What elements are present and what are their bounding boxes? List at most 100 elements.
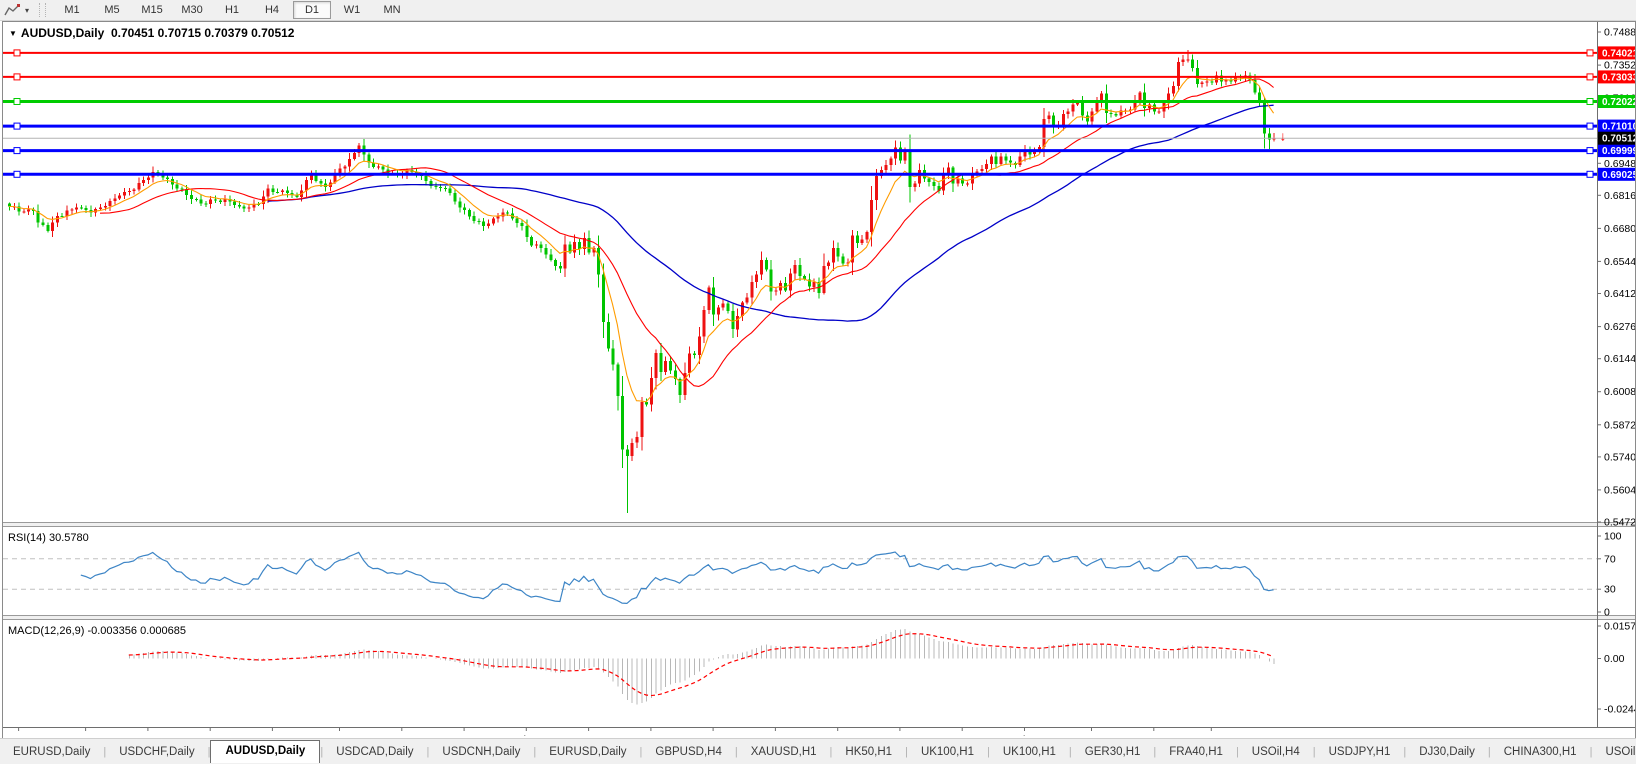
- chart-tab-uk100-h1[interactable]: UK100,H1: [1002, 745, 1056, 758]
- timeframe-button-m15[interactable]: M15: [141, 4, 163, 16]
- svg-text:0.54720: 0.54720: [1604, 517, 1635, 529]
- timeframe-button-m1[interactable]: M1: [64, 4, 80, 16]
- svg-text:24 Aug 2020: 24 Aug 2020: [1124, 734, 1183, 736]
- svg-text:19 Feb 2020: 19 Feb 2020: [497, 734, 556, 736]
- svg-text:0.69999: 0.69999: [1602, 146, 1635, 157]
- horizontal-line-0.72022[interactable]: [3, 98, 1597, 105]
- chart-tab-hk50-h1[interactable]: HK50,H1: [845, 745, 893, 758]
- svg-text:6 Dec 2019: 6 Dec 2019: [246, 734, 300, 736]
- chart-tab-eurusd-daily[interactable]: EURUSD,Daily: [549, 745, 627, 758]
- tab-separator: |: [1235, 746, 1239, 758]
- chart-tab-usdcad-daily[interactable]: USDCAD,Daily: [336, 745, 414, 758]
- chart-tab-fra40-h1[interactable]: FRA40,H1: [1169, 745, 1223, 758]
- svg-text:17 Jul 2020: 17 Jul 2020: [997, 734, 1051, 736]
- time-axis: 23 Sep 2019 11 Oct 2019 30 Oct 2019 18 Nov …: [3, 727, 1241, 736]
- price-badge-0.69025: 0.69025: [1598, 167, 1635, 181]
- tab-separator: |: [1153, 746, 1157, 758]
- chart-tab-dj30-daily[interactable]: DJ30,Daily: [1419, 745, 1475, 758]
- svg-text:-0.02441: -0.02441: [1604, 704, 1635, 716]
- pane-separator[interactable]: [3, 615, 1635, 620]
- timeframe-button-h4[interactable]: H4: [264, 4, 280, 16]
- svg-text:22 May 2020: 22 May 2020: [807, 734, 868, 736]
- chart-canvas[interactable]: ↓ 0.748800.735200.721600.708000.694800.6…: [3, 22, 1635, 736]
- svg-text:23 Sep 2019: 23 Sep 2019: [3, 734, 49, 736]
- svg-text:30 Oct 2019: 30 Oct 2019: [119, 734, 176, 736]
- tab-separator: |: [320, 746, 324, 758]
- horizontal-line-0.69999[interactable]: [3, 147, 1597, 155]
- svg-text:25 Dec 2019: 25 Dec 2019: [310, 734, 370, 736]
- tab-separator: |: [1589, 746, 1593, 758]
- chart-tab-usoil-h4[interactable]: USOil,H4: [1251, 745, 1300, 758]
- price-badge-0.71010: 0.71010: [1598, 119, 1635, 133]
- svg-text:4 May 2020: 4 May 2020: [748, 734, 803, 736]
- chart-tab-gbpusd-h4[interactable]: GBPUSD,H4: [655, 745, 722, 758]
- timeframe-button-d1[interactable]: D1: [293, 1, 332, 19]
- svg-text:0.72022: 0.72022: [1602, 97, 1635, 108]
- svg-text:0.00: 0.00: [1604, 653, 1625, 665]
- chart-tab-uk100-h1[interactable]: UK100,H1: [920, 745, 974, 758]
- chart-symbol-label: AUDUSD,Daily: [20, 26, 105, 40]
- tab-separator: |: [1312, 746, 1316, 758]
- chart-tab-ger30-h1[interactable]: GER30,H1: [1084, 745, 1141, 758]
- chart-tab-xauusd-h1[interactable]: XAUUSD,H1: [750, 745, 817, 758]
- toolbar: ▾ M1 M5 M15 M30 H1 H4 D1 W1 MN: [0, 0, 1636, 21]
- toolbar-grip: [39, 3, 47, 17]
- current-price-badge: 0.70512: [1598, 131, 1635, 145]
- line-handle-left: [13, 170, 21, 178]
- svg-text:11 Sep 2020: 11 Sep 2020: [1182, 734, 1241, 736]
- drawing-tool-icon[interactable]: [4, 2, 24, 18]
- line-handle-left: [13, 73, 21, 81]
- tab-separator: |: [1403, 746, 1407, 758]
- svg-text:0.71010: 0.71010: [1602, 122, 1635, 133]
- timeframe-button-h1[interactable]: H1: [224, 4, 240, 16]
- svg-text:70: 70: [1604, 553, 1616, 565]
- tab-separator: |: [103, 746, 107, 758]
- price-axis-badges: 0.74021 0.73033 0.72022 0.71010 0.69999 …: [1598, 46, 1635, 181]
- svg-text:29 Jun 2020: 29 Jun 2020: [933, 734, 991, 736]
- timeframe-button-m30[interactable]: M30: [181, 4, 203, 16]
- horizontal-line-0.74021[interactable]: [3, 49, 1597, 57]
- chart-tab-usdjpy-h1[interactable]: USDJPY,H1: [1328, 745, 1391, 758]
- pane-separator[interactable]: [3, 522, 1635, 527]
- horizontal-line-0.73033[interactable]: [3, 73, 1597, 81]
- line-handle-right: [1586, 170, 1594, 178]
- chart-tab-usdcnh-daily[interactable]: USDCNH,Daily: [442, 745, 521, 758]
- chart-tab-usoil-h1[interactable]: USOil,H1: [1605, 745, 1636, 758]
- tab-separator: |: [207, 746, 211, 758]
- svg-text:5 Aug 2020: 5 Aug 2020: [1065, 734, 1118, 736]
- line-handle-left: [13, 147, 21, 155]
- horizontal-line-0.71010[interactable]: [3, 122, 1597, 130]
- timeframe-button-w1[interactable]: W1: [343, 4, 361, 16]
- price-badge-0.74021: 0.74021: [1598, 46, 1635, 60]
- timeframe-button-m5[interactable]: M5: [104, 4, 120, 16]
- chart-window[interactable]: ↓ 0.748800.735200.721600.708000.694800.6…: [2, 21, 1636, 739]
- svg-text:0.73033: 0.73033: [1602, 72, 1635, 83]
- dropdown-caret-icon[interactable]: ▾: [25, 5, 30, 15]
- tab-separator: |: [829, 746, 833, 758]
- chart-title: ▼ AUDUSD,Daily 0.70451 0.70715 0.70379 0.…: [9, 26, 294, 40]
- timeframe-button-mn[interactable]: MN: [383, 4, 401, 16]
- chart-tabs-bar: EURUSD,Daily | USDCHF,Daily | AUDUSD,Daily | U…: [0, 738, 1636, 764]
- svg-text:0.70512: 0.70512: [1602, 134, 1635, 145]
- chart-tab-audusd-daily[interactable]: AUDUSD,Daily: [210, 740, 321, 763]
- macd-signal-line: [128, 633, 1274, 697]
- chart-tab-china300-h1[interactable]: CHINA300,H1: [1503, 745, 1577, 758]
- svg-text:0: 0: [1604, 607, 1610, 619]
- candlestick-series: [8, 50, 1276, 513]
- chart-tab-usdchf-daily[interactable]: USDCHF,Daily: [119, 745, 195, 758]
- chart-tab-eurusd-daily[interactable]: EURUSD,Daily: [13, 745, 91, 758]
- collapse-arrow-icon[interactable]: ▼: [9, 29, 17, 38]
- horizontal-line-0.69025[interactable]: [3, 170, 1597, 178]
- svg-text:10 Jun 2020: 10 Jun 2020: [871, 734, 929, 736]
- line-handle-left: [13, 49, 21, 57]
